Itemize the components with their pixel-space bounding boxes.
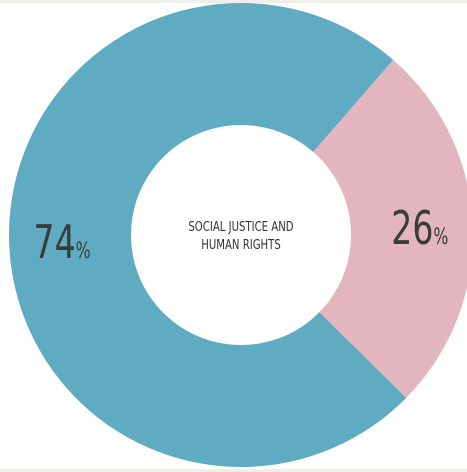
slice-label-74: 74% — [34, 217, 91, 270]
center-label-line-1: SOCIAL JUSTICE AND — [188, 219, 293, 235]
slice-26 — [241, 59, 467, 398]
slice-label-26: 26% — [391, 203, 448, 256]
donut-hole — [131, 125, 351, 345]
center-label-line-2: HUMAN RIGHTS — [201, 237, 281, 253]
slice-labels: 26% 74% — [34, 203, 449, 270]
donut-chart: SOCIAL JUSTICE AND HUMAN RIGHTS 26% 74% — [8, 3, 467, 467]
